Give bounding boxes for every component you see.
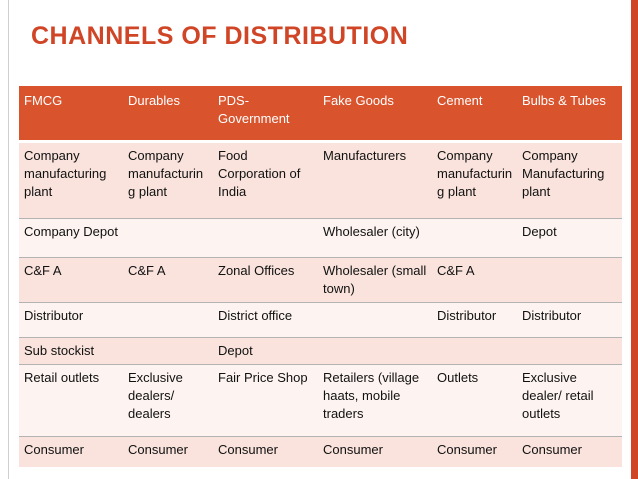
table-cell: Distributor	[517, 302, 622, 338]
table-cell: Outlets	[432, 364, 517, 437]
table-cell: C&F A	[19, 257, 123, 303]
header-bulbs-tubes: Bulbs & Tubes	[517, 86, 622, 143]
slide-title: CHANNELS OF DISTRIBUTION	[31, 22, 409, 50]
right-accent-band	[631, 0, 638, 479]
table-cell: Retailers (village haats, mobile traders	[318, 364, 432, 437]
table-cell	[213, 218, 318, 258]
table-row: Distributor District office Distributor …	[19, 302, 622, 338]
table-cell: C&F A	[123, 257, 213, 303]
header-cement: Cement	[432, 86, 517, 143]
table-cell: Exclusive dealers/ dealers	[123, 364, 213, 437]
table-cell: Distributor	[19, 302, 123, 338]
table-cell	[432, 218, 517, 258]
table-cell	[517, 337, 622, 365]
table-row: Company manufacturing plant Company manu…	[19, 141, 622, 219]
table-cell: Consumer	[19, 436, 123, 467]
table-row: Retail outlets Exclusive dealers/ dealer…	[19, 364, 622, 437]
table-cell: Manufacturers	[318, 141, 432, 219]
table-cell	[123, 218, 213, 258]
table-cell: Consumer	[517, 436, 622, 467]
table-cell: Wholesaler (city)	[318, 218, 432, 258]
table-row: Company Depot Wholesaler (city) Depot	[19, 218, 622, 258]
header-pds-government: PDS-Government	[213, 86, 318, 143]
table-row: C&F A C&F A Zonal Offices Wholesaler (sm…	[19, 257, 622, 303]
table-cell: Depot	[517, 218, 622, 258]
table-cell: Distributor	[432, 302, 517, 338]
table-cell: Consumer	[213, 436, 318, 467]
table-cell: Zonal Offices	[213, 257, 318, 303]
table-cell: Company manufacturing plant	[19, 141, 123, 219]
left-margin-rule	[8, 0, 9, 479]
table-cell: Wholesaler (small town)	[318, 257, 432, 303]
table-cell: Company Manufacturing plant	[517, 141, 622, 219]
table-cell: Consumer	[432, 436, 517, 467]
table-row: Sub stockist Depot	[19, 337, 622, 365]
table-header-row: FMCG Durables PDS-Government Fake Goods …	[19, 86, 622, 143]
table-cell	[318, 302, 432, 338]
table-cell: Food Corporation of India	[213, 141, 318, 219]
table-cell: Fair Price Shop	[213, 364, 318, 437]
table-cell: Depot	[213, 337, 318, 365]
table-cell: Company manufacturing plant	[123, 141, 213, 219]
table-cell: Consumer	[123, 436, 213, 467]
table-cell	[517, 257, 622, 303]
header-fmcg: FMCG	[19, 86, 123, 143]
table-cell: Retail outlets	[19, 364, 123, 437]
table-cell: Company Depot	[19, 218, 123, 258]
table-cell: Sub stockist	[19, 337, 123, 365]
table-cell: Company manufacturing plant	[432, 141, 517, 219]
header-durables: Durables	[123, 86, 213, 143]
header-fake-goods: Fake Goods	[318, 86, 432, 143]
table-cell	[123, 337, 213, 365]
table-row: Consumer Consumer Consumer Consumer Cons…	[19, 436, 622, 467]
table-cell	[318, 337, 432, 365]
distribution-table: FMCG Durables PDS-Government Fake Goods …	[19, 86, 622, 467]
table-cell: Exclusive dealer/ retail outlets	[517, 364, 622, 437]
table-cell	[432, 337, 517, 365]
table-cell: Consumer	[318, 436, 432, 467]
table-cell: C&F A	[432, 257, 517, 303]
table-cell	[123, 302, 213, 338]
table-cell: District office	[213, 302, 318, 338]
